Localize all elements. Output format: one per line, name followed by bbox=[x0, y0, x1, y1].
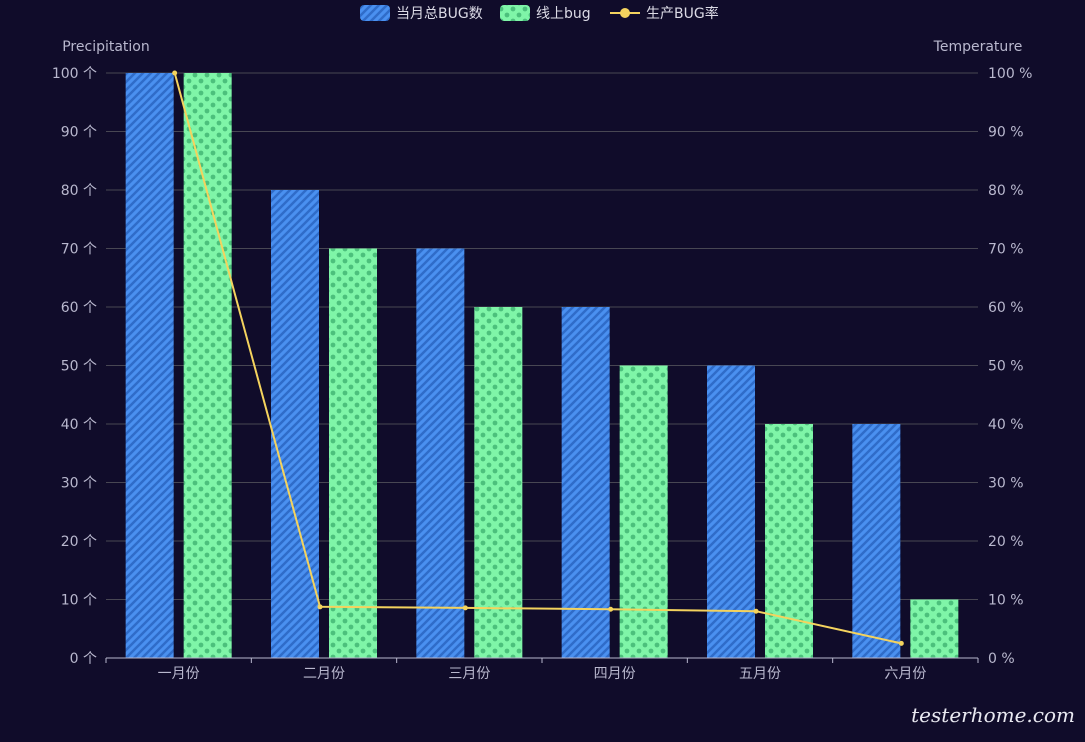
legend-swatch bbox=[360, 5, 390, 21]
rate-line bbox=[173, 72, 902, 645]
rate-point[interactable] bbox=[317, 604, 323, 610]
y-axis-right: 0 % 10 % 20 % 30 % 40 % 50 % 60 % 70 % 80 % 90 % 1… bbox=[988, 66, 1032, 667]
x-tick-label: 六月份 bbox=[884, 666, 926, 682]
bar-online[interactable] bbox=[474, 307, 523, 658]
y-left-tick-label: 100 个 bbox=[52, 66, 97, 82]
bar-total[interactable] bbox=[852, 424, 901, 658]
y-right-tick-label: 60 % bbox=[988, 300, 1024, 316]
y-right-axis-name: Temperature bbox=[933, 39, 1023, 55]
x-tick-label: 四月份 bbox=[594, 666, 636, 682]
bar-total[interactable] bbox=[125, 73, 174, 658]
gridlines bbox=[106, 72, 978, 600]
bar-total[interactable] bbox=[561, 307, 610, 658]
legend-item[interactable]: 生产BUG率 bbox=[610, 5, 719, 22]
y-left-tick-label: 40 个 bbox=[61, 417, 97, 433]
y-right-tick-label: 50 % bbox=[988, 359, 1024, 375]
y-left-tick-label: 50 个 bbox=[61, 359, 97, 375]
x-tick-label: 三月份 bbox=[448, 666, 490, 682]
bar-total[interactable] bbox=[271, 190, 319, 658]
y-left-tick-label: 80 个 bbox=[61, 183, 97, 199]
x-axis: 一月份 二月份 三月份 四月份 五月份 六月份 bbox=[105, 657, 979, 682]
legend-label: 线上bug bbox=[536, 6, 591, 22]
rate-point[interactable] bbox=[898, 640, 904, 646]
bar-online[interactable] bbox=[619, 365, 668, 659]
bar-total[interactable] bbox=[707, 365, 755, 659]
y-left-tick-label: 0 个 bbox=[70, 651, 97, 667]
bar-online[interactable] bbox=[183, 73, 232, 658]
y-left-axis-name: Precipitation bbox=[62, 39, 150, 55]
legend-label: 生产BUG率 bbox=[646, 5, 719, 22]
legend-swatch bbox=[500, 5, 530, 21]
x-tick-label: 五月份 bbox=[739, 666, 781, 682]
y-left-tick-label: 20 个 bbox=[61, 534, 97, 550]
y-right-tick-label: 80 % bbox=[988, 183, 1024, 199]
x-tick-label: 一月份 bbox=[158, 666, 200, 682]
y-left-tick-label: 90 个 bbox=[61, 125, 97, 141]
legend-item[interactable]: 线上bug bbox=[500, 5, 591, 22]
y-left-tick-label: 60 个 bbox=[61, 300, 97, 316]
bar-online[interactable] bbox=[910, 599, 959, 659]
rate-point[interactable] bbox=[753, 608, 759, 614]
y-right-tick-label: 10 % bbox=[988, 593, 1024, 609]
y-right-tick-label: 30 % bbox=[988, 476, 1024, 492]
legend-item[interactable]: 当月总BUG数 bbox=[360, 5, 483, 22]
rate-point[interactable] bbox=[172, 70, 178, 76]
rate-point[interactable] bbox=[462, 605, 468, 611]
x-tick-label: 二月份 bbox=[303, 666, 345, 682]
y-left-tick-label: 70 个 bbox=[61, 242, 97, 258]
legend-marker bbox=[620, 8, 630, 18]
bar-online[interactable] bbox=[329, 248, 377, 659]
y-right-tick-label: 0 % bbox=[988, 651, 1015, 667]
watermark: testerhome.com bbox=[911, 703, 1075, 727]
y-right-tick-label: 40 % bbox=[988, 417, 1024, 433]
y-right-tick-label: 90 % bbox=[988, 125, 1024, 141]
y-left-tick-label: 10 个 bbox=[61, 593, 97, 609]
y-right-tick-label: 20 % bbox=[988, 534, 1024, 550]
y-left-tick-label: 30 个 bbox=[61, 476, 97, 492]
bar-total[interactable] bbox=[416, 248, 465, 659]
y-right-tick-label: 70 % bbox=[988, 242, 1024, 258]
rate-point[interactable] bbox=[608, 606, 614, 612]
legend: 当月总BUG数 线上bug 生产BUG率 bbox=[360, 5, 719, 22]
legend-label: 当月总BUG数 bbox=[396, 6, 483, 22]
y-right-tick-label: 100 % bbox=[988, 66, 1032, 82]
y-axis-left: 0 个 10 个 20 个 30 个 40 个 50 个 60 个 70 个 80 个 90 个 1… bbox=[52, 66, 97, 667]
